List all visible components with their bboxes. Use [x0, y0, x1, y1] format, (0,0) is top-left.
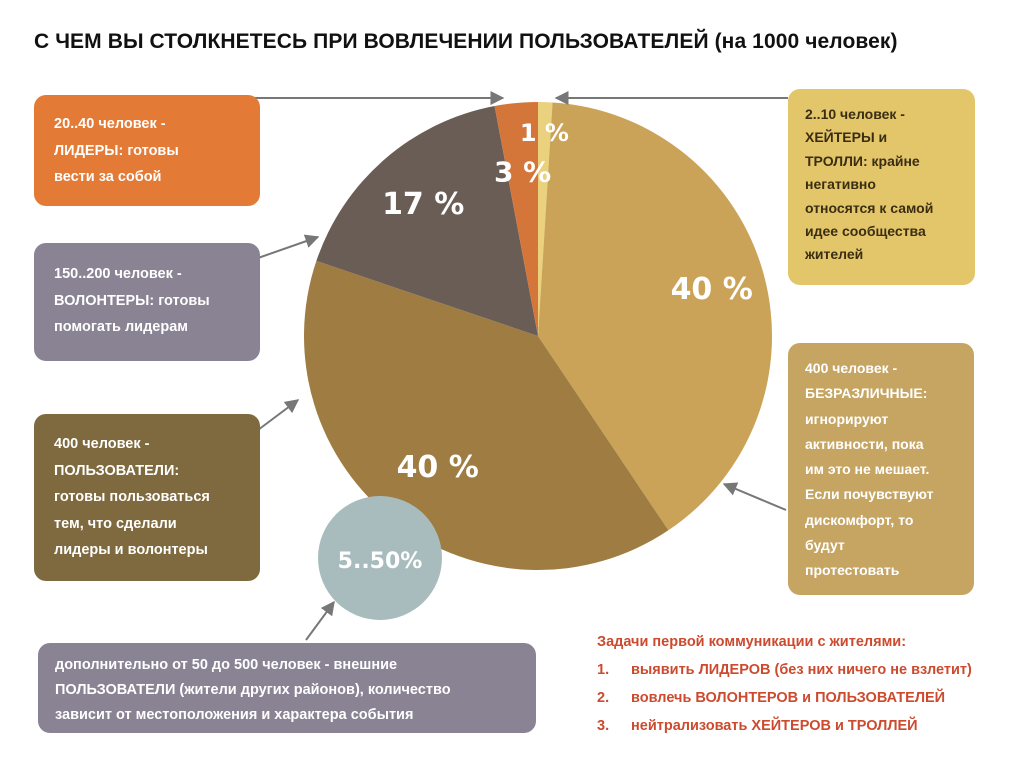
haters-line: относятся к самой — [805, 199, 934, 216]
pie-slice-label: 3 % — [494, 156, 551, 189]
volunteers-line: помогать лидерам — [54, 319, 189, 335]
volunteers-box: 150..200 человек - ВОЛОНТЕРЫ: готовы пом… — [34, 243, 260, 361]
external-users-percent: 5..50% — [338, 549, 423, 574]
pie-slice-label: 17 % — [382, 187, 464, 222]
users-line: готовы пользоваться — [54, 489, 210, 505]
indifferent-line: БЕЗРАЗЛИЧНЫЕ: — [805, 385, 928, 402]
indifferent-line: им это не мешает. — [805, 461, 930, 478]
volunteers-line: ВОЛОНТЕРЫ: готовы — [54, 292, 210, 309]
users-line: лидеры и волонтеры — [54, 542, 208, 558]
pie-slice-label: 40 % — [671, 272, 753, 307]
pie-slice-label: 1 % — [520, 119, 569, 147]
external-users-circle: 5..50% — [318, 496, 442, 620]
pie-labels: 1 % 40 % 40 % 17 % 3 % — [382, 119, 753, 485]
indifferent-box: 400 человек - БЕЗРАЗЛИЧНЫЕ: игнорируют а… — [788, 343, 974, 595]
indifferent-line: Если почувствуют — [805, 486, 934, 503]
haters-line: ХЕЙТЕРЫ и — [805, 129, 888, 146]
callout-arrow — [257, 234, 320, 259]
task-number: 1. — [597, 662, 610, 678]
pie-slice — [316, 106, 538, 336]
tasks-block: Задачи первой коммуникации с жителями: 1… — [597, 628, 1017, 740]
task-number: 3. — [597, 718, 610, 734]
haters-line: идее сообщества — [805, 222, 926, 239]
users-box: 400 человек - ПОЛЬЗОВАТЕЛИ: готовы польз… — [34, 414, 260, 581]
users-line: 400 человек - — [54, 436, 150, 452]
indifferent-line: 400 человек - — [805, 360, 898, 376]
pie-slice — [538, 101, 553, 336]
tasks-title: Задачи первой коммуникации с жителями: — [597, 634, 907, 650]
indifferent-line: дискомфорт, то — [805, 511, 914, 528]
task-text: нейтрализовать ХЕЙТЕРОВ и ТРОЛЛЕЙ — [631, 718, 918, 734]
leaders-line: 20..40 человек - — [54, 116, 166, 132]
task-text: выявить ЛИДЕРОВ (без них ничего не взлет… — [631, 662, 972, 678]
callout-arrow — [722, 482, 787, 511]
task-item: 1. выявить ЛИДЕРОВ (без них ничего не взл… — [597, 656, 1017, 684]
task-number: 2. — [597, 690, 610, 706]
users-line: ПОЛЬЗОВАТЕЛИ: — [54, 462, 180, 479]
haters-line: негативно — [805, 176, 876, 193]
haters-line: ТРОЛЛИ: крайне — [805, 152, 920, 169]
task-text: вовлечь ВОЛОНТЕРОВ и ПОЛЬЗОВАТЕЛЕЙ — [631, 690, 946, 706]
external-users-box: дополнительно от 50 до 500 человек - вне… — [38, 643, 536, 733]
users-line: тем, что сделали — [54, 515, 177, 532]
pie-slice — [304, 260, 669, 570]
callout-arrow — [257, 399, 300, 431]
task-item: 3. нейтрализовать ХЕЙТЕРОВ и ТРОЛЛЕЙ — [597, 712, 1017, 740]
indifferent-line: протестовать — [805, 562, 900, 579]
pie-slice-label: 40 % — [397, 450, 479, 485]
leaders-box: 20..40 человек - ЛИДЕРЫ: готовы вести за… — [34, 95, 260, 206]
haters-box: 2..10 человек - ХЕЙТЕРЫ и ТРОЛЛИ: крайне… — [788, 89, 975, 285]
page-title: С ЧЕМ ВЫ СТОЛКНЕТЕСЬ ПРИ ВОВЛЕЧЕНИИ ПОЛЬ… — [34, 30, 898, 53]
external-users-line: дополнительно от 50 до 500 человек - вне… — [55, 657, 398, 673]
indifferent-line: будут — [805, 537, 845, 554]
task-item: 2. вовлечь ВОЛОНТЕРОВ и ПОЛЬЗОВАТЕЛЕЙ — [597, 684, 1017, 712]
pie-slices — [304, 101, 773, 570]
pie-slice — [494, 102, 538, 336]
external-users-line: ПОЛЬЗОВАТЕЛИ (жители других районов), ко… — [55, 682, 451, 698]
leaders-line: вести за собой — [54, 169, 162, 185]
indifferent-line: активности, пока — [805, 435, 924, 452]
pie-slice — [538, 102, 773, 531]
haters-line: 2..10 человек - — [805, 106, 905, 122]
leaders-line: ЛИДЕРЫ: готовы — [54, 142, 179, 159]
callout-arrow — [305, 600, 335, 641]
haters-line: жителей — [805, 246, 864, 263]
volunteers-line: 150..200 человек - — [54, 266, 182, 282]
callout-arrows — [250, 91, 788, 641]
indifferent-line: игнорируют — [805, 410, 889, 427]
external-users-line: зависит от местоположения и характера со… — [55, 707, 414, 723]
